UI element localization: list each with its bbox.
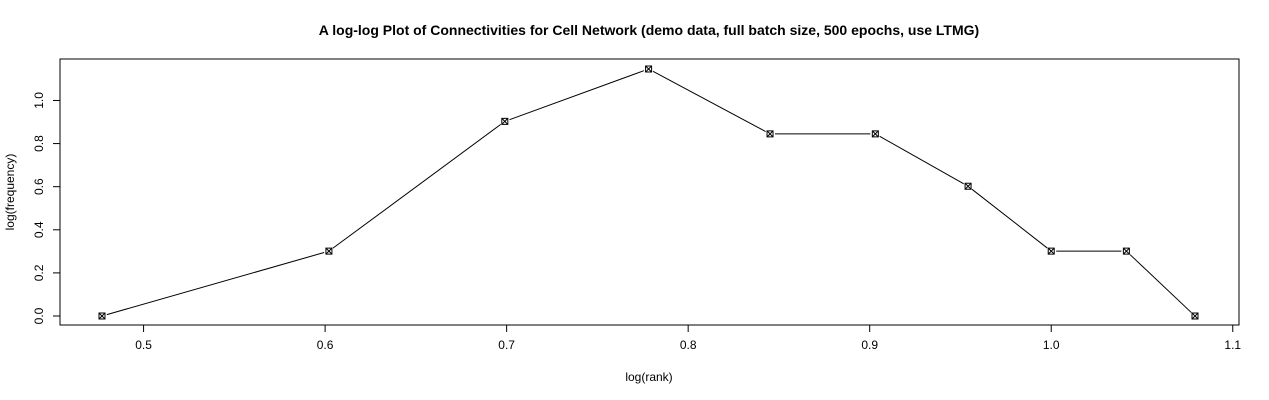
chart-title: A log-log Plot of Connectivities for Cel… <box>319 22 979 38</box>
data-point <box>1191 312 1199 320</box>
series-segment <box>652 70 766 132</box>
x-tick-label: 1.1 <box>1224 338 1241 352</box>
series-segment <box>1129 254 1192 313</box>
data-point <box>871 130 879 138</box>
x-tick-label: 0.5 <box>135 338 152 352</box>
x-tick-label: 0.8 <box>680 338 697 352</box>
x-tick-label: 0.7 <box>498 338 515 352</box>
data-point <box>1122 247 1130 255</box>
x-tick-label: 0.6 <box>317 338 334 352</box>
series-segment <box>106 252 325 316</box>
data-point <box>501 117 509 125</box>
y-tick-label: 1.0 <box>32 92 46 109</box>
data-point <box>1047 247 1055 255</box>
plot-area-frame <box>59 58 1240 326</box>
series-segment <box>509 70 645 121</box>
y-tick-label: 0.2 <box>32 264 46 281</box>
y-tick-label: 0.0 <box>32 307 46 324</box>
y-tick-label: 0.6 <box>32 178 46 195</box>
data-point <box>964 182 972 190</box>
series-segment <box>332 123 502 249</box>
y-axis: 0.0 0.2 0.4 0.6 0.8 1.0 <box>32 92 61 324</box>
y-tick-label: 0.8 <box>32 135 46 152</box>
data-point <box>645 65 653 73</box>
y-tick-label: 0.4 <box>32 221 46 238</box>
x-tick-label: 1.0 <box>1043 338 1060 352</box>
series-segment <box>971 188 1048 249</box>
series-group <box>98 65 1199 320</box>
y-axis-label: log(frequency) <box>3 154 17 231</box>
series-segment <box>879 135 964 185</box>
x-axis: 0.5 0.6 0.7 0.8 0.9 1.0 1.1 <box>135 324 1241 352</box>
data-point <box>766 130 774 138</box>
x-tick-label: 0.9 <box>861 338 878 352</box>
x-axis-label: log(rank) <box>625 370 672 384</box>
data-point <box>325 247 333 255</box>
data-point <box>98 312 106 320</box>
